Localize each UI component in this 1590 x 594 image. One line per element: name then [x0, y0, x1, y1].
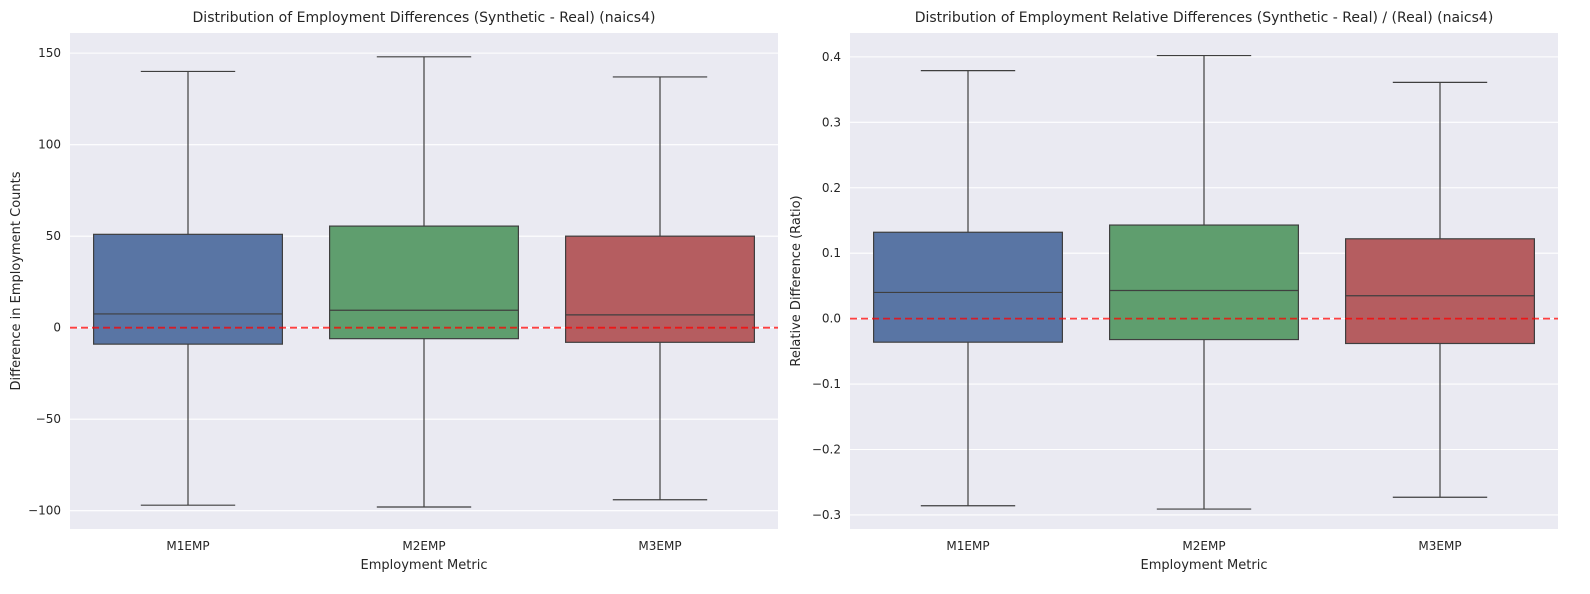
x-tick-labels: M1EMP M2EMP M3EMP [946, 539, 1461, 553]
y-tick-label: −0.3 [812, 508, 841, 522]
x-tick-label: M3EMP [1418, 539, 1461, 553]
y-tick-label: 0.3 [822, 115, 841, 129]
box-body [1344, 238, 1535, 345]
y-tick-label: 0.4 [822, 50, 841, 64]
x-tick-label: M1EMP [946, 539, 989, 553]
box-m3emp [1344, 81, 1535, 498]
box-body [329, 225, 520, 340]
y-tick-label: 0.2 [822, 181, 841, 195]
y-tick-label: −50 [36, 412, 61, 426]
x-tick-label: M1EMP [166, 539, 209, 553]
x-axis-label: Employment Metric [1141, 558, 1268, 573]
box-body [872, 231, 1063, 343]
chart-employment-differences: −100 −50 0 50 100 150 M1EMP M2EMP M3EMP Distrib… [9, 10, 778, 573]
chart-title: Distribution of Employment Relative Diff… [915, 10, 1494, 26]
y-tick-label: −0.2 [812, 442, 841, 456]
box-plots [92, 56, 755, 508]
box-m3emp [564, 76, 755, 501]
box-body [92, 233, 284, 345]
box-m1emp [872, 70, 1063, 507]
y-axis-label: Relative Difference (Ratio) [789, 195, 804, 366]
y-tick-label: −100 [28, 504, 61, 518]
box-body [564, 235, 755, 343]
x-tick-label: M2EMP [1182, 539, 1225, 553]
x-axis-label: Employment Metric [361, 558, 488, 573]
box-m1emp [92, 70, 284, 506]
y-axis-label: Difference in Employment Counts [9, 171, 24, 390]
y-tick-labels: −0.3 −0.2 −0.1 0.0 0.1 0.2 0.3 0.4 [812, 50, 841, 522]
box-body [1108, 224, 1299, 341]
box-plots [872, 54, 1535, 510]
y-tick-labels: −100 −50 0 50 100 150 [28, 46, 61, 518]
x-tick-label: M3EMP [638, 539, 681, 553]
y-tick-label: 0 [53, 321, 61, 335]
chart-title: Distribution of Employment Differences (… [193, 10, 656, 26]
chart-employment-relative-differences: −0.3 −0.2 −0.1 0.0 0.1 0.2 0.3 0.4 M1EMP M2EMP M3… [789, 10, 1558, 573]
y-tick-label: 50 [46, 229, 61, 243]
y-tick-label: 0.0 [822, 312, 841, 326]
y-tick-label: −0.1 [812, 377, 841, 391]
x-tick-labels: M1EMP M2EMP M3EMP [166, 539, 681, 553]
box-m2emp [1108, 54, 1299, 510]
y-tick-label: 0.1 [822, 246, 841, 260]
x-tick-label: M2EMP [402, 539, 445, 553]
y-tick-label: 100 [38, 138, 61, 152]
y-tick-label: 150 [38, 46, 61, 60]
box-m2emp [329, 56, 520, 508]
